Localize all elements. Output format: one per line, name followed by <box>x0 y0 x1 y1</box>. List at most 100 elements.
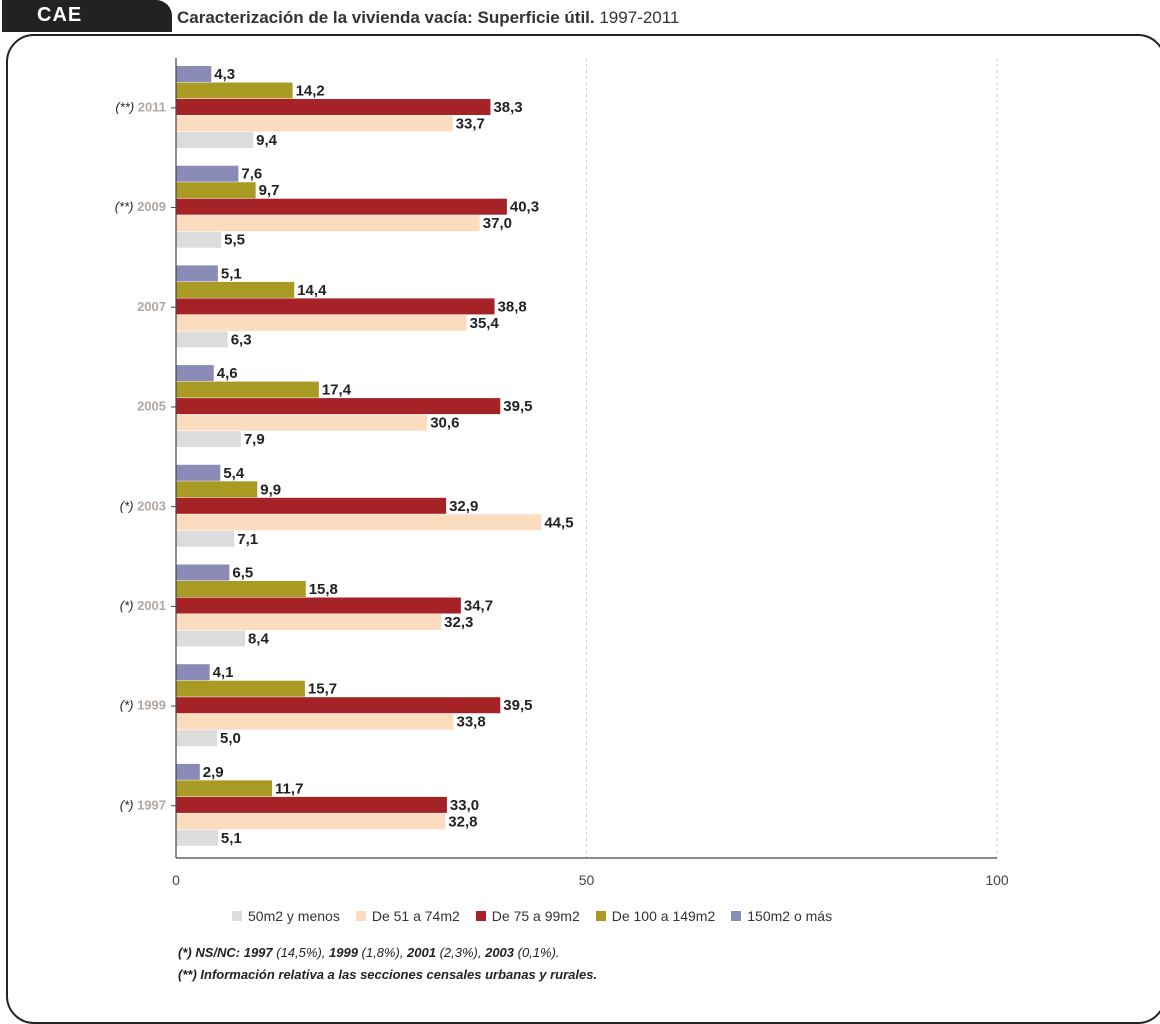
bar <box>176 763 200 780</box>
legend-label: 50m2 y menos <box>248 908 340 924</box>
bar <box>176 66 212 82</box>
bar <box>176 564 230 581</box>
bar <box>176 780 273 797</box>
bar <box>176 365 214 382</box>
data-label: 39,5 <box>503 398 532 415</box>
bar <box>176 581 306 597</box>
bar <box>176 165 239 182</box>
data-label: 44,5 <box>544 514 573 531</box>
data-label: 5,1 <box>221 265 242 282</box>
bar <box>176 664 210 681</box>
legend-label: 150m2 o más <box>747 908 833 924</box>
chart-legend: 50m2 y menos De 51 a 74m2 De 75 a 99m2 De 1… <box>232 908 832 924</box>
legend-label: De 75 a 99m2 <box>491 908 580 924</box>
bar <box>176 414 428 431</box>
data-label: 6,5 <box>232 565 253 582</box>
bar-chart: 0 50 100 4,3 14,2 38,3 33,7 9,4 (**) 2011 7,69,7 4… <box>115 58 1009 888</box>
data-label: 15,7 <box>308 681 337 698</box>
data-label: 30,6 <box>430 415 459 432</box>
data-label: 32,3 <box>444 614 473 631</box>
data-label: 38,3 <box>493 99 522 116</box>
bar <box>176 314 467 331</box>
bar <box>176 281 295 298</box>
note-value: (1,8%), <box>357 945 408 960</box>
legend-item: De 51 a 74m2 <box>355 908 460 924</box>
bar <box>176 381 319 398</box>
bar <box>176 398 501 415</box>
data-label: 5,4 <box>223 465 245 482</box>
note-year: 2003 <box>485 945 515 960</box>
region-label: CAE <box>37 4 83 26</box>
category-label: (*) 1999 <box>120 698 166 713</box>
bar <box>176 514 542 531</box>
data-label: 9,4 <box>256 132 278 149</box>
legend-swatch <box>355 911 366 921</box>
note-year: 2001 <box>407 945 436 960</box>
bar <box>176 697 501 714</box>
category-label: (*) 2003 <box>120 498 166 513</box>
bar <box>176 680 305 697</box>
legend-swatch <box>475 911 486 921</box>
bar <box>176 99 491 115</box>
data-label: 38,8 <box>498 298 527 315</box>
bar <box>176 481 258 498</box>
data-label: 6,3 <box>231 331 252 348</box>
data-label: 5,0 <box>220 730 241 747</box>
bar <box>176 182 256 199</box>
data-label: 32,9 <box>449 498 478 515</box>
legend-swatch <box>731 911 742 921</box>
bar <box>176 713 454 730</box>
note-year: 1999 <box>329 945 358 960</box>
note-value: (2,3%), <box>435 945 486 960</box>
data-label: 5,1 <box>221 830 242 847</box>
legend-label: De 51 a 74m2 <box>371 908 460 924</box>
legend-item: 150m2 o más <box>731 908 832 924</box>
header-badge: CAE <box>2 0 172 32</box>
data-label: 14,2 <box>296 83 325 100</box>
bar <box>176 730 218 747</box>
note-value: (14,5%), <box>272 945 329 960</box>
bar <box>176 265 218 282</box>
bar <box>176 215 480 232</box>
note-nsnc-prefix: (*) NS/NC: <box>178 945 244 960</box>
data-label: 39,5 <box>503 697 532 714</box>
data-label: 11,7 <box>275 780 303 797</box>
data-label: 2,9 <box>203 764 224 781</box>
x-tick-label: 0 <box>172 872 180 888</box>
legend-swatch <box>232 911 242 921</box>
category-label: (*) 1997 <box>120 797 166 812</box>
category-label: (**) 2009 <box>115 199 166 214</box>
legend-item: De 75 a 99m2 <box>475 908 580 924</box>
title-range: 1997-2011 <box>594 8 680 27</box>
data-label: 7,9 <box>244 431 265 448</box>
category-label: 2005 <box>137 399 166 414</box>
data-label: 34,7 <box>464 598 493 615</box>
data-label: 33,8 <box>456 714 485 731</box>
bar <box>176 630 245 647</box>
x-tick-label: 50 <box>579 872 595 888</box>
legend-label: De 100 a 149m2 <box>611 908 716 924</box>
bar <box>176 796 447 813</box>
note-year: 1997 <box>243 945 273 960</box>
data-label: 7,1 <box>237 531 258 548</box>
category-label: (*) 2001 <box>120 598 166 613</box>
page-title: Caracterización de la vivienda vacía: Su… <box>177 8 679 28</box>
bar <box>176 813 446 830</box>
data-label: 32,8 <box>448 813 477 830</box>
data-label: 4,3 <box>214 66 235 83</box>
data-label: 7,6 <box>241 166 262 183</box>
bar <box>176 829 218 846</box>
data-label: 4,1 <box>213 664 234 681</box>
legend-swatch <box>595 911 606 921</box>
data-label: 17,4 <box>322 382 352 399</box>
data-label: 15,8 <box>309 581 338 598</box>
bar <box>176 132 254 148</box>
bar <box>176 231 222 248</box>
note-nsnc: (*) NS/NC: 1997 (14,5%), 1999 (1,8%), 20… <box>178 945 560 960</box>
data-label: 5,5 <box>224 232 245 249</box>
data-label: 37,0 <box>483 215 512 232</box>
category-label: 2007 <box>137 299 166 314</box>
legend-item: De 100 a 149m2 <box>595 908 716 924</box>
data-label: 33,0 <box>450 797 479 814</box>
note-value: (0,1%). <box>514 945 560 960</box>
